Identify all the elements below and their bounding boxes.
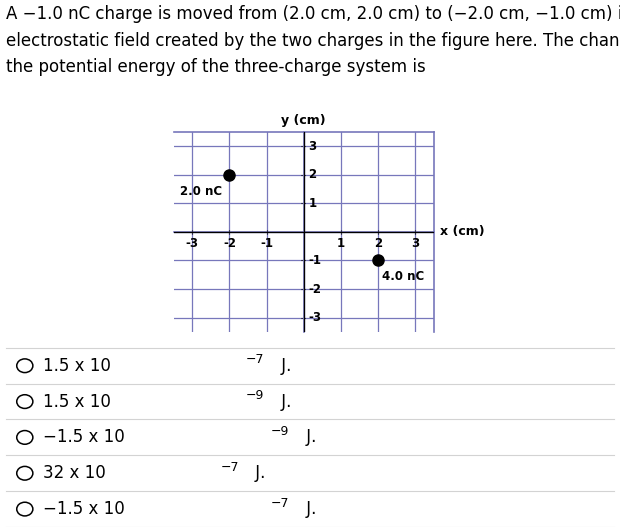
Text: 1: 1 <box>308 197 316 210</box>
Text: A −1.0 nC charge is moved from (2.0 cm, 2.0 cm) to (−2.0 cm, −1.0 cm) in the
ele: A −1.0 nC charge is moved from (2.0 cm, … <box>6 5 620 76</box>
Text: −7: −7 <box>221 461 239 474</box>
Text: J.: J. <box>275 393 291 411</box>
Text: J.: J. <box>275 357 291 375</box>
Text: 32 x 10: 32 x 10 <box>43 464 106 482</box>
Text: -3: -3 <box>308 311 321 324</box>
Text: 1: 1 <box>337 237 345 250</box>
Text: x (cm): x (cm) <box>440 226 484 238</box>
Text: 2.0 nC: 2.0 nC <box>180 186 222 198</box>
Text: 2: 2 <box>308 168 316 181</box>
Text: 4.0 nC: 4.0 nC <box>382 270 424 282</box>
Text: -1: -1 <box>308 254 321 267</box>
Text: 2: 2 <box>374 237 383 250</box>
Text: -2: -2 <box>223 237 236 250</box>
Text: J.: J. <box>250 464 265 482</box>
Text: −9: −9 <box>271 425 290 438</box>
Text: 1.5 x 10: 1.5 x 10 <box>43 393 111 411</box>
Text: -1: -1 <box>260 237 273 250</box>
Text: −7: −7 <box>246 354 264 366</box>
Text: −1.5 x 10: −1.5 x 10 <box>43 500 125 518</box>
Text: -2: -2 <box>308 282 321 296</box>
Text: −1.5 x 10: −1.5 x 10 <box>43 428 125 446</box>
Text: y (cm): y (cm) <box>281 114 326 128</box>
Text: 3: 3 <box>411 237 420 250</box>
Text: 1.5 x 10: 1.5 x 10 <box>43 357 111 375</box>
Text: −7: −7 <box>271 497 290 510</box>
Text: 3: 3 <box>308 140 316 152</box>
Text: J.: J. <box>301 500 316 518</box>
Text: -3: -3 <box>186 237 198 250</box>
Text: −9: −9 <box>246 389 264 402</box>
Text: J.: J. <box>301 428 316 446</box>
